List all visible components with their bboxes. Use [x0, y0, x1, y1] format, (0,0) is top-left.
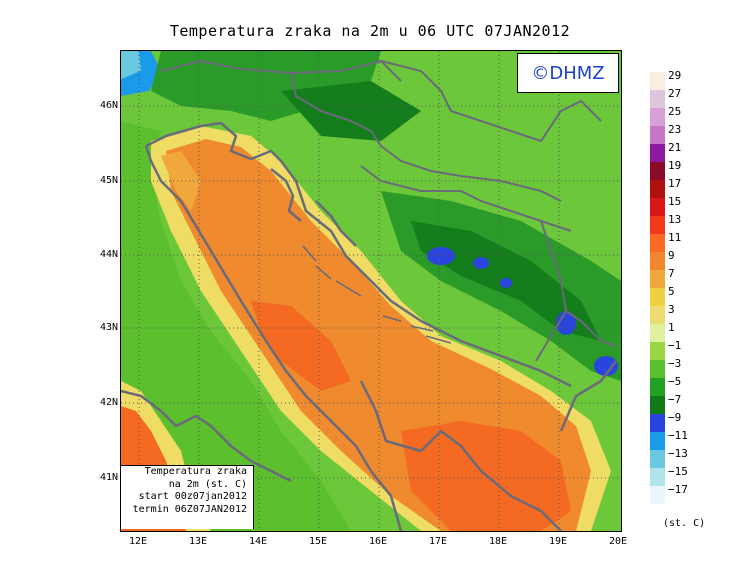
y-label-42n: 42N — [99, 397, 118, 408]
info-line-2: na 2m (st. C) — [168, 478, 247, 490]
map-grid — [121, 51, 621, 531]
legend-swatch-21 — [650, 144, 665, 162]
legend-swatch-11 — [650, 234, 665, 252]
cold-pocket-3 — [500, 278, 512, 288]
x-label-14e: 14E — [248, 536, 268, 547]
y-label-44n: 44N — [99, 249, 118, 260]
legend-label-m13: −13 — [668, 447, 688, 460]
cold-pocket-4 — [556, 311, 576, 335]
legend-swatch-9 — [650, 252, 665, 270]
x-label-12e: 12E — [128, 536, 148, 547]
x-label-18e: 18E — [488, 536, 508, 547]
temperature-map — [121, 51, 621, 531]
dhmz-logo: ©DHMZ — [517, 53, 619, 93]
legend-label-29: 29 — [668, 69, 682, 82]
legend-swatch-7 — [650, 270, 665, 288]
legend-label-5: 5 — [668, 285, 675, 298]
legend-swatch-m1 — [650, 342, 665, 360]
legend-swatch-29 — [650, 72, 665, 90]
map-title: Temperatura zraka na 2m u 06 UTC 07JAN20… — [169, 22, 571, 40]
italy-coast-green — [121, 121, 351, 531]
legend-swatch-5 — [650, 288, 665, 306]
legend-swatch-27 — [650, 90, 665, 108]
legend-label-m1: −1 — [668, 339, 682, 352]
y-label-46n: 46N — [99, 100, 118, 111]
map-area[interactable] — [120, 50, 622, 532]
legend-swatch-m15 — [650, 468, 665, 486]
y-label-45n: 45N — [99, 175, 118, 186]
cold-pocket-1 — [427, 247, 455, 265]
legend-unit: (st. C) — [663, 518, 706, 529]
legend-swatch-m5 — [650, 378, 665, 396]
islands — [302, 245, 452, 344]
adriatic-core-1 — [251, 301, 351, 391]
legend-swatch-m13 — [650, 450, 665, 468]
legend-label-m15: −15 — [668, 465, 688, 478]
legend-swatch-m11 — [650, 432, 665, 450]
legend-swatch-3 — [650, 306, 665, 324]
borders — [160, 59, 617, 362]
legend-swatch-13 — [650, 216, 665, 234]
legend-label-1: 1 — [668, 321, 675, 334]
legend-swatch-m9 — [650, 414, 665, 432]
legend-swatch-19 — [650, 162, 665, 180]
legend-swatch-17 — [650, 180, 665, 198]
legend-swatch-23 — [650, 126, 665, 144]
x-label-13e: 13E — [188, 536, 208, 547]
legend-label-25: 25 — [668, 105, 682, 118]
legend-label-m9: −9 — [668, 411, 682, 424]
x-label-19e: 19E — [548, 536, 568, 547]
legend-label-13: 13 — [668, 213, 682, 226]
legend-swatch-m3 — [650, 360, 665, 378]
info-box: Temperatura zraka na 2m (st. C) start 00… — [121, 465, 254, 529]
legend-swatch-m7 — [650, 396, 665, 414]
legend-label-15: 15 — [668, 195, 682, 208]
x-label-16e: 16E — [368, 536, 388, 547]
y-label-41n: 41N — [99, 472, 118, 483]
x-label-17e: 17E — [428, 536, 448, 547]
legend-label-m17: −17 — [668, 483, 688, 496]
x-label-15e: 15E — [308, 536, 328, 547]
cold-pocket-5 — [594, 356, 618, 376]
legend-swatch-25 — [650, 108, 665, 126]
legend-label-17: 17 — [668, 177, 682, 190]
legend-label-27: 27 — [668, 87, 682, 100]
info-line-4: termin 06Z07JAN2012 — [132, 503, 247, 515]
north-forest — [281, 81, 421, 141]
info-line-3: start 00z07jan2012 — [138, 491, 247, 502]
legend-swatch-m17 — [650, 486, 665, 504]
legend-label-11: 11 — [668, 231, 682, 244]
y-label-43n: 43N — [99, 322, 118, 333]
alps-cold-core — [121, 51, 141, 79]
legend-swatch-1 — [650, 324, 665, 342]
x-label-20e: 20E — [608, 536, 628, 547]
legend-label-m7: −7 — [668, 393, 682, 406]
legend-label-23: 23 — [668, 123, 682, 136]
legend-label-19: 19 — [668, 159, 682, 172]
legend-label-m11: −11 — [668, 429, 688, 442]
legend-label-3: 3 — [668, 303, 675, 316]
legend-label-7: 7 — [668, 267, 675, 280]
coastlines — [121, 121, 617, 531]
legend-label-9: 9 — [668, 249, 675, 262]
info-line-1: Temperatura zraka — [144, 466, 247, 477]
legend-label-21: 21 — [668, 141, 682, 154]
cold-pocket-2 — [473, 257, 489, 269]
legend-swatch-15 — [650, 198, 665, 216]
legend-label-m5: −5 — [668, 375, 682, 388]
legend-label-m3: −3 — [668, 357, 682, 370]
